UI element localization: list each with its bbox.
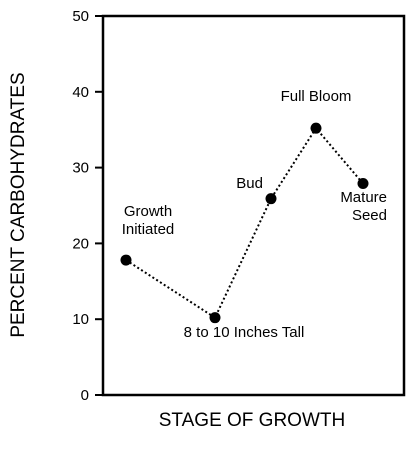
- stage-label-1: 8 to 10 Inches Tall: [184, 324, 305, 341]
- data-point-3: [310, 122, 322, 134]
- data-point-2: [265, 193, 277, 205]
- stage-label-0: Growth Initiated: [122, 203, 175, 238]
- data-point-4: [357, 178, 369, 190]
- y-tick-label: 40: [72, 84, 89, 101]
- y-tick-label: 0: [81, 387, 89, 404]
- y-axis-label: PERCENT CARBOHYDRATES: [8, 72, 29, 337]
- y-axis-ticks: 0 10 20 30 40 50: [72, 8, 103, 404]
- y-tick-label: 50: [72, 8, 89, 25]
- point-annotations: Growth Initiated 8 to 10 Inches Tall Bud Ful…: [122, 88, 387, 341]
- stage-label-line: Seed: [352, 207, 387, 224]
- stage-label-line: Full Bloom: [281, 88, 352, 105]
- x-axis-label: STAGE OF GROWTH: [159, 410, 345, 431]
- y-tick-label: 30: [72, 160, 89, 177]
- stage-label-line: Growth: [124, 203, 172, 220]
- data-point-0: [120, 254, 132, 266]
- data-point-1: [209, 312, 221, 324]
- stage-label-line: Bud: [236, 175, 263, 192]
- stage-label-line: 8 to 10 Inches Tall: [184, 324, 305, 341]
- stage-label-line: Mature: [340, 189, 387, 206]
- stage-label-4: Mature Seed: [340, 189, 387, 224]
- plot-frame: [101, 14, 406, 397]
- stage-label-2: Bud: [236, 175, 263, 192]
- y-tick-label: 20: [72, 235, 89, 252]
- data-markers: [120, 122, 369, 324]
- y-tick-label: 10: [72, 311, 89, 328]
- stage-label-3: Full Bloom: [281, 88, 352, 105]
- stage-label-line: Initiated: [122, 221, 175, 238]
